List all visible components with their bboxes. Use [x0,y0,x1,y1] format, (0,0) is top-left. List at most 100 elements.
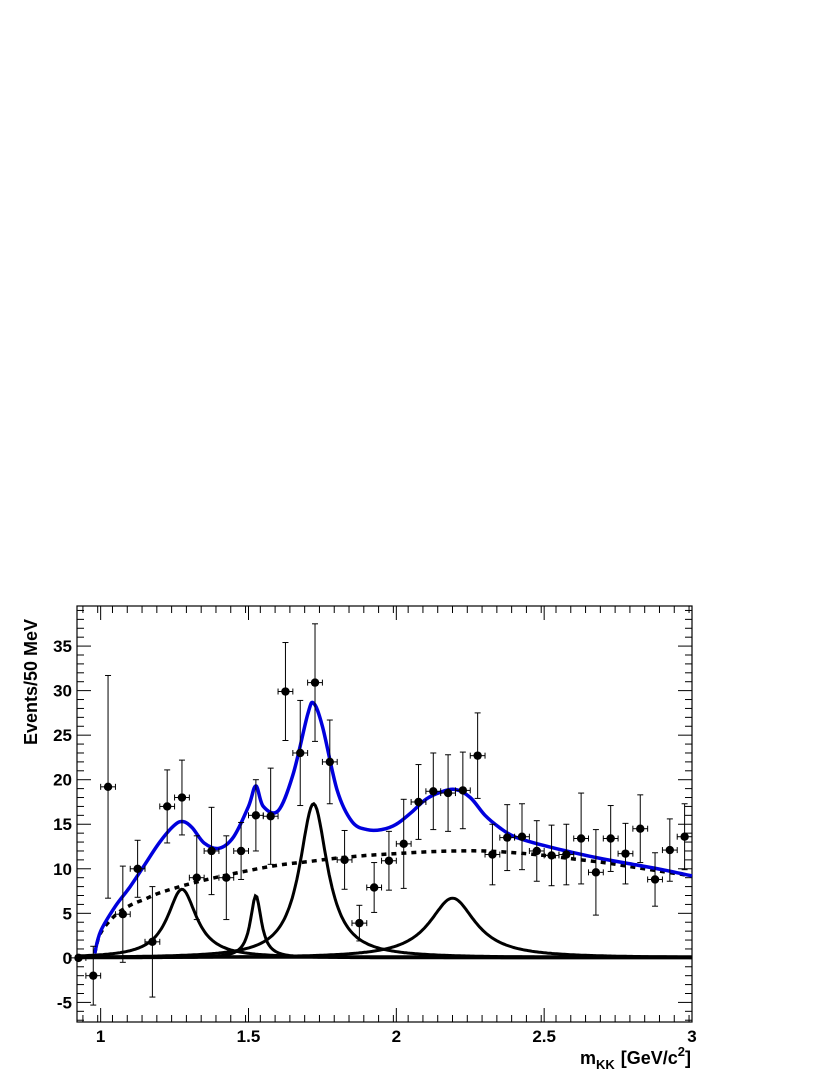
background-curve [93,849,693,954]
resonance-component-curve [76,887,692,960]
data-point [366,862,383,913]
data-point [381,830,397,891]
data-point [188,835,205,921]
y-tick-label: 25 [53,726,72,745]
data-point [159,769,176,844]
data-point [292,699,309,807]
data-point [129,839,146,898]
data-marker [281,687,290,696]
x-axis-title-sup: 2 [678,1044,685,1059]
data-point [499,804,516,872]
x-tick-label: 2.5 [532,1027,556,1046]
data-marker [251,811,261,820]
data-marker [266,812,275,821]
data-point [440,754,456,832]
data-point [218,835,235,921]
data-point [543,824,560,887]
data-marker [89,971,98,980]
data-marker [162,802,172,811]
data-point [558,823,575,886]
y-tick-label: 20 [53,771,72,790]
plot-frame [76,605,693,1023]
total-fit-group [92,700,693,954]
y-tick-label: 0 [63,949,72,968]
data-marker [414,797,423,807]
data-point [602,805,619,872]
data-marker [576,834,586,843]
x-axis-title: mKK [GeV/c2] [580,1044,691,1072]
data-marker [369,883,379,892]
y-tick-label: 30 [53,682,72,701]
data-point [617,822,634,885]
x-tick-label: 2 [392,1027,401,1046]
data-marker [429,787,438,796]
total-fit-curve [92,700,693,954]
data-marker [591,868,601,877]
data-marker [222,873,231,882]
x-tick-label: 3 [687,1027,696,1046]
data-marker [296,748,305,758]
data-point [144,886,161,998]
data-point [454,751,471,830]
x-axis-title-main: m [580,1048,596,1068]
data-point [70,953,87,963]
x-tick-label: 1.5 [237,1027,261,1046]
data-point [676,803,693,871]
data-marker [443,788,453,798]
data-point [647,852,663,907]
data-point [233,821,249,880]
data-marker [310,678,320,687]
data-marker [148,937,157,947]
data-point [114,865,131,963]
data-point [100,674,116,899]
y-tick-label: 15 [53,815,72,834]
data-marker [74,953,83,963]
data-point [528,820,545,882]
data-marker [177,793,187,802]
data-marker [503,833,512,842]
data-point [351,904,368,942]
data-marker [207,846,216,856]
x-tick-label: 1 [96,1027,105,1046]
data-point [484,823,501,886]
data-marker [488,850,497,859]
data-marker [458,786,468,795]
data-points [70,623,693,1006]
y-tick-label: 35 [53,637,72,656]
data-point [410,764,427,840]
data-marker [562,850,571,859]
data-point [336,829,353,890]
data-point [203,806,220,896]
component-curves [76,801,693,960]
data-point [277,642,294,742]
data-marker [547,851,556,860]
data-marker [340,855,349,865]
data-point [262,767,279,865]
data-marker [532,846,541,856]
x-axis-title-sub: KK [596,1057,615,1072]
data-marker [118,910,128,919]
data-marker [236,846,246,856]
y-tick-label: -5 [57,993,72,1012]
data-marker [103,782,113,792]
data-marker [517,832,527,841]
x-axis-title-unit: [GeV/c [621,1048,678,1068]
data-marker [621,849,630,858]
x-axis-ticks: 1 1.5 2 2.5 3 [82,606,697,1046]
data-marker [192,873,201,882]
resonance-component-curve [77,801,692,960]
y-tick-label: 10 [53,860,72,879]
data-point [174,759,190,836]
y-tick-label: 5 [63,904,72,923]
data-point [514,803,530,871]
data-marker [665,845,675,855]
data-point [247,779,264,852]
data-marker [606,834,615,843]
data-point [85,945,102,1006]
x-axis-title-close: ] [685,1048,691,1068]
data-marker [650,875,660,884]
data-marker [325,757,335,767]
data-point [321,719,338,805]
data-point [588,829,604,916]
